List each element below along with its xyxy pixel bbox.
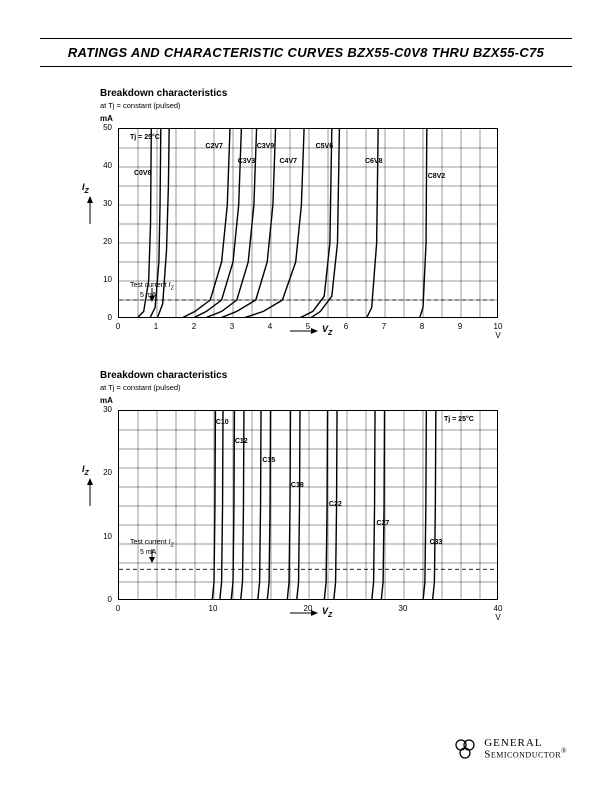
chart1-tj-label: Tj = 25°C <box>130 134 160 141</box>
chart1-ytick: 40 <box>90 161 112 170</box>
chart2-xtick: 0 <box>116 604 120 613</box>
chart2-curve-label: C15 <box>262 457 275 464</box>
chart2-ytick: 10 <box>90 532 112 541</box>
chart2-test-arrow <box>148 549 156 563</box>
chart2-xtick: 30 <box>399 604 408 613</box>
chart1-xtick: 0 <box>116 322 120 331</box>
chart1-curve-label: C6V8 <box>365 158 383 165</box>
footer-logo: GENERAL SEMICONDUCTOR® <box>452 736 567 762</box>
chart1-xtick: 4 <box>268 322 272 331</box>
chart1-curve-label: C5V6 <box>316 143 334 150</box>
chart2-ytick: 0 <box>90 595 112 604</box>
chart2-curve-label: C12 <box>235 438 248 445</box>
chart2-y-axis-label: IZ <box>82 464 89 477</box>
chart2-xtick: 10 <box>209 604 218 613</box>
footer-line2b: EMICONDUCTOR <box>491 751 561 760</box>
chart2-curve-label: C33 <box>430 539 443 546</box>
chart1-xtick: 6 <box>344 322 348 331</box>
chart1-ytick: 30 <box>90 199 112 208</box>
chart1-curve-label: C0V8 <box>134 170 152 177</box>
chart2-y-arrow <box>85 478 95 508</box>
chart2-xtick: 20 <box>304 604 313 613</box>
chart2-svg <box>118 410 498 600</box>
chart1-xtick: 2 <box>192 322 196 331</box>
chart1-xtick: 1 <box>154 322 158 331</box>
chart1-y-unit: mA <box>100 114 113 123</box>
chart2-curve-label: C18 <box>291 482 304 489</box>
chart2-y-unit: mA <box>100 396 113 405</box>
chart1-xtick: 5 <box>306 322 310 331</box>
chart2-subtitle: at Tj = constant (pulsed) <box>100 383 530 392</box>
chart1-x-axis-label: VZ <box>322 324 332 337</box>
chart2-plot-wrap: mA IZ VZ 0102030010203040 VC10C12C15C18C… <box>118 410 498 600</box>
chart1-test-arrow <box>148 288 156 302</box>
chart1-curve-label: C3V3 <box>238 158 256 165</box>
chart1-xtick: 9 <box>458 322 462 331</box>
chart1-xtick: 3 <box>230 322 234 331</box>
chart1-curve-label: C8V2 <box>428 173 446 180</box>
chart2-title: Breakdown characteristics <box>100 370 530 381</box>
footer-reg: ® <box>561 747 567 755</box>
chart1-ytick: 50 <box>90 123 112 132</box>
chart2-block: Breakdown characteristics at Tj = consta… <box>100 370 530 600</box>
chart1-xunit: 10 V <box>494 322 503 340</box>
chart1-xtick: 8 <box>420 322 424 331</box>
chart2-curve-label: C22 <box>329 501 342 508</box>
chart1-title: Breakdown characteristics <box>100 88 530 99</box>
chart2-tj-label: Tj = 25°C <box>444 416 474 423</box>
chart1-plot-wrap: mA IZ VZ 01020304050012345678910 VC0V8C2… <box>118 128 498 318</box>
footer-line1: GENERAL <box>484 737 542 749</box>
chart1-ytick: 0 <box>90 313 112 322</box>
page-title: RATINGS AND CHARACTERISTIC CURVES BZX55-… <box>40 38 572 67</box>
chart1-curve-label: C3V9 <box>257 143 275 150</box>
chart1-ytick: 20 <box>90 237 112 246</box>
chart2-ytick: 20 <box>90 468 112 477</box>
chart2-test-note1: Test current IZ <box>130 539 174 548</box>
chart2-xunit: 40 V <box>494 604 503 622</box>
chart1-subtitle: at Tj = constant (pulsed) <box>100 101 530 110</box>
chart1-svg <box>118 128 498 318</box>
chart1-ytick: 10 <box>90 275 112 284</box>
chart1-xtick: 7 <box>382 322 386 331</box>
logo-icon <box>452 736 478 762</box>
chart1-curve-label: C2V7 <box>205 143 223 150</box>
chart1-x-arrow <box>288 326 318 336</box>
chart1-block: Breakdown characteristics at Tj = consta… <box>100 88 530 318</box>
chart1-y-axis-label: IZ <box>82 182 89 195</box>
chart2-curve-label: C27 <box>376 520 389 527</box>
chart1-curve-label: C4V7 <box>280 158 298 165</box>
chart2-ytick: 30 <box>90 405 112 414</box>
footer-line2a: S <box>484 749 491 761</box>
chart2-x-axis-label: VZ <box>322 606 332 619</box>
chart2-curve-label: C10 <box>216 419 229 426</box>
